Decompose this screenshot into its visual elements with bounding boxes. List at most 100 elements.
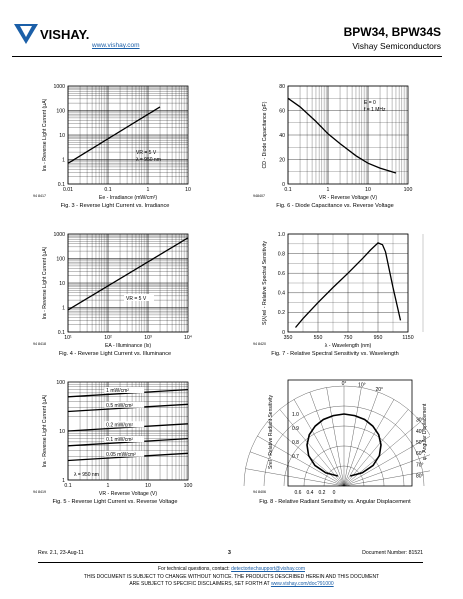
series-label: 1 mW/cm² <box>106 388 129 394</box>
grid-ray <box>245 468 345 487</box>
vishay-logo: VISHAY. <box>14 24 89 44</box>
x-tick-label: 0.1 <box>64 483 71 489</box>
grid-ray <box>343 454 430 487</box>
chart-annotation: λ = 950 nm <box>136 157 161 163</box>
grid-ray <box>309 391 345 487</box>
radial-tick-label: 0.9 <box>292 426 299 432</box>
data-line <box>295 242 402 328</box>
x-tick-label: 550 <box>314 335 323 341</box>
chart-annotation: VR = 5 V <box>136 150 157 156</box>
tech-contact-label: For technical questions, contact: <box>157 566 230 572</box>
series-label: 0.5 mW/cm² <box>106 403 133 409</box>
data-line <box>67 237 189 311</box>
x-tick-label: 350 <box>284 335 293 341</box>
x-tick-label: 100 <box>404 187 413 193</box>
data-line <box>67 106 161 164</box>
figure-caption: Fig. 3 - Reverse Light Current vs. Irrad… <box>60 203 170 209</box>
label-backdrop <box>104 401 145 408</box>
brand-text: VISHAY. <box>40 27 89 42</box>
chart-annotation: VR = 5 V <box>126 296 147 302</box>
y-tick-label: 10 <box>59 429 65 435</box>
figure-5-chart: 0.1 1 10 100 1 10 100 VR - Reverse Voltage (V) I… <box>20 374 210 514</box>
x-tick-label: 0.1 <box>284 187 291 193</box>
x-tick-label: 1 <box>147 187 150 193</box>
grid-ray <box>343 436 430 487</box>
angle-label: 40° <box>416 429 424 435</box>
y-tick-label: 80 <box>279 84 285 90</box>
y-tick-label: 0.2 <box>278 310 285 316</box>
angle-label: 0° <box>342 381 347 387</box>
x-tick-label: 0.1 <box>104 187 111 193</box>
x-axis-label: EA - Illuminance (lx) <box>105 343 151 349</box>
figure-caption: Fig. 4 - Reverse Light Current vs. Illum… <box>58 351 172 357</box>
page-number: 3 <box>228 550 231 556</box>
y-tick-label: 1000 <box>53 84 65 90</box>
figure-caption: Fig. 5 - Reverse Light Current vs. Rever… <box>52 499 178 505</box>
revision: Rev. 2.1, 23-Aug-11 <box>38 550 84 556</box>
figure-4-chart: 10¹ 10² 10³ 10⁴ 0.1 1 10 100 1000 EA - Illuminanc… <box>20 226 210 366</box>
x-tick-label: 10² <box>104 335 112 341</box>
y-tick-label: 0 <box>282 330 285 336</box>
y-tick-label: 1 <box>62 305 65 311</box>
x-tick-label: 950 <box>374 335 383 341</box>
grid-ray <box>326 387 345 487</box>
figure-3-chart: 0.01 0.1 1 10 0.1 1 10 100 1000 Ee - Irradiance (… <box>20 78 210 218</box>
plot-frame <box>287 85 409 185</box>
figure-8-chart: 0° 10° 20° 30° 40° 50° 60° 70° 80° 1.0 0.9 0.8 0.7 0.… <box>240 374 430 514</box>
footer-rule <box>38 562 423 563</box>
radial-tick-label: 1.0 <box>292 412 299 418</box>
figure-code: 94 8419 <box>33 490 46 494</box>
radiation-curve <box>306 413 382 477</box>
plot-frame <box>67 85 189 185</box>
x-tick-label: 10¹ <box>64 335 72 341</box>
disclaimer-link[interactable]: www.vishay.com/doc?91000 <box>270 581 334 587</box>
chart-annotation: f = 1 MHz <box>364 107 386 113</box>
x-tick-label: 1 <box>107 483 110 489</box>
bottom-tick-label: 0 <box>333 490 336 496</box>
figure-code: 94 8417 <box>33 194 46 198</box>
plot-frame <box>287 379 413 487</box>
y-tick-label: 0.1 <box>58 182 65 188</box>
y-axis-label: Srel - Relative Radiant Sensitivity <box>268 395 274 469</box>
figure-caption: Fig. 7 - Relative Spectral Sensitivity v… <box>271 351 399 357</box>
angle-label: 20° <box>375 387 383 393</box>
y-tick-label: 0.8 <box>278 251 285 257</box>
grid-ray <box>343 387 362 487</box>
figure-6-chart: 0.1 1 10 100 0 20 40 60 80 VR - Reverse Voltage (… <box>240 78 430 218</box>
grid-ray <box>343 391 379 487</box>
y-tick-label: 0.6 <box>278 271 285 277</box>
y-axis-label: S(λ)rel - Relative Spectral Sensitivity <box>262 241 268 325</box>
y-tick-label: 1000 <box>53 232 65 238</box>
tech-email-link[interactable]: detectortechsupport@vishay.com <box>231 566 305 572</box>
page-subtitle: Vishay Semiconductors <box>352 41 441 51</box>
x-axis-label: VR - Reverse Voltage (V) <box>99 491 158 497</box>
header-url[interactable]: www.vishay.com <box>92 42 140 49</box>
x-tick-label: 750 <box>344 335 353 341</box>
grid-ray <box>293 399 345 487</box>
grid-ray <box>257 435 345 487</box>
y-tick-label: 1.0 <box>278 232 285 238</box>
series-label: 0.05 mW/cm² <box>106 452 136 458</box>
y-tick-label: 100 <box>56 256 65 262</box>
label-backdrop <box>124 294 154 301</box>
label-backdrop <box>104 387 145 394</box>
label-backdrop <box>104 421 145 428</box>
chart-annotation: E = 0 <box>364 100 376 106</box>
x-tick-label: 1 <box>327 187 330 193</box>
radial-tick-label: 0.7 <box>292 454 299 460</box>
series-line <box>67 403 189 413</box>
plot-frame <box>287 233 409 333</box>
grid-ray <box>267 421 345 487</box>
figure-code: 94 8420 <box>253 342 266 346</box>
y-tick-label: 100 <box>56 108 65 114</box>
y-axis-label: Ira - Reverse Light Current (µA) <box>42 246 48 319</box>
y-axis-label: Ira - Reverse Light Current (µA) <box>42 394 48 467</box>
x-tick-label: 10³ <box>144 335 152 341</box>
y-tick-label: 0 <box>282 182 285 188</box>
x-tick-label: 10 <box>185 187 191 193</box>
chart-annotation: λ = 950 nm <box>74 472 99 478</box>
notice-text: ARE SUBJECT TO SPECIFIC DISCLAIMERS, SET… <box>129 581 270 587</box>
page-title: BPW34, BPW34S <box>343 25 441 39</box>
y-tick-label: 60 <box>279 108 285 114</box>
grid-ray <box>249 451 345 487</box>
